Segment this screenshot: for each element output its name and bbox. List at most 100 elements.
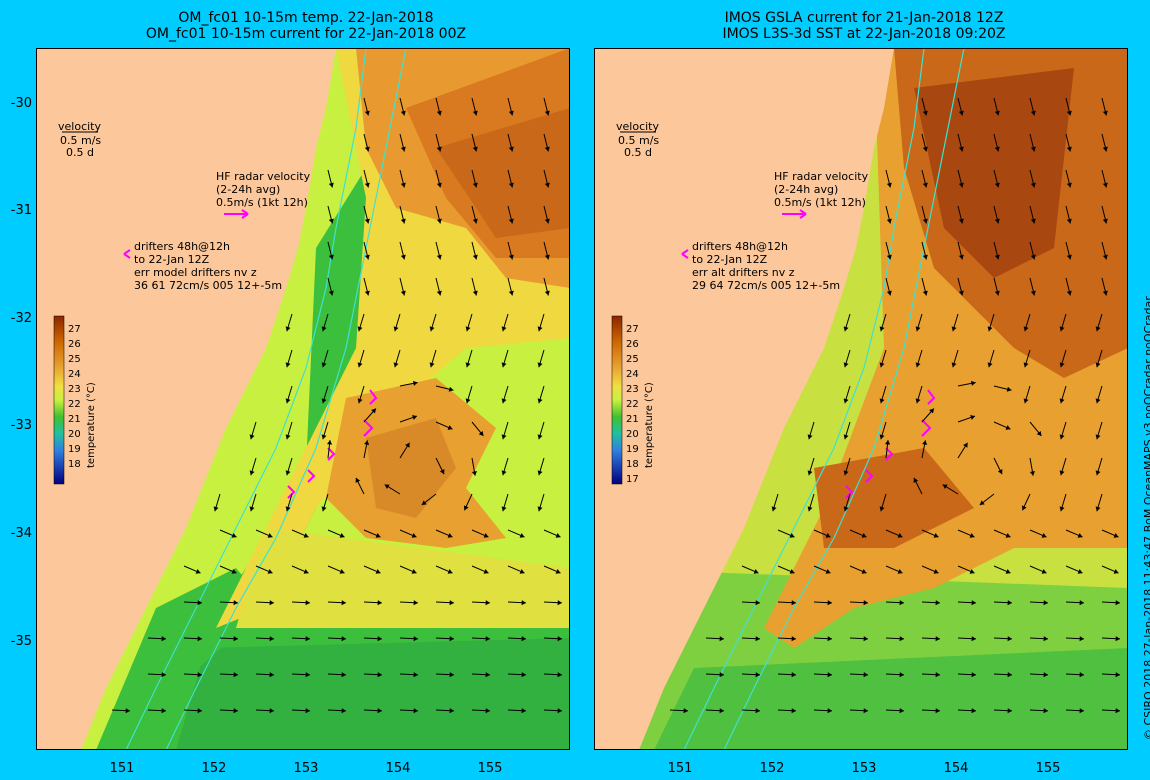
drifter-track [845, 485, 854, 499]
current-vector-head [357, 326, 363, 332]
current-vector-head [1102, 182, 1108, 188]
current-vector-head [827, 600, 832, 606]
isobath-2000m [165, 48, 407, 750]
current-vector-head [827, 636, 832, 642]
current-vector-head [971, 600, 976, 606]
current-vector-head [161, 636, 166, 642]
current-vector-head [879, 326, 885, 332]
current-vector-head [557, 672, 562, 678]
current-vector-head [987, 326, 993, 332]
current-vector-head [791, 708, 796, 714]
current-vector-head [1066, 290, 1072, 296]
current-vector-head [269, 672, 274, 678]
hf-radar-scale: 0.5m/s (1kt 12h) [774, 196, 866, 209]
current-vector-head [508, 110, 514, 116]
current-vector-head [341, 672, 346, 678]
drifter-line2: to 22-Jan 12Z [692, 253, 768, 266]
current-vector-head [377, 708, 382, 714]
current-vector-head [233, 708, 238, 714]
current-vector-head [719, 708, 724, 714]
current-vector-head [1030, 290, 1036, 296]
map-frame [594, 48, 1128, 750]
current-vector-head [285, 362, 291, 368]
current-vector-head [421, 500, 427, 505]
drifter-line4: 29 64 72cm/s 005 12+-5m [692, 279, 840, 292]
current-vector-head [501, 362, 507, 368]
isobath-200m [125, 48, 367, 750]
current-vector-head [472, 254, 478, 260]
current-vector-head [519, 569, 525, 574]
current-vector-head [1113, 533, 1119, 538]
current-vector-head [935, 636, 940, 642]
current-vector-head [364, 218, 370, 224]
hf-radar-label: HF radar velocity [216, 170, 311, 183]
current-vector-head [449, 636, 454, 642]
current-vector-head [879, 362, 885, 368]
current-vector-head [789, 533, 795, 538]
colorbar-tick-25: 25 [68, 354, 81, 365]
drifter-line3: err model drifters nv z [134, 266, 257, 279]
current-vector-head [555, 569, 561, 574]
current-vector-head [508, 218, 514, 224]
current-vector-head [807, 506, 813, 512]
lon-tick-left-152: 152 [201, 761, 227, 776]
current-vector-head [1023, 398, 1029, 404]
drifter-tracks [845, 389, 936, 499]
drifter-track [369, 389, 378, 405]
current-vector-head [161, 708, 166, 714]
current-vector-head [994, 290, 1000, 296]
current-vector-head [1066, 110, 1072, 116]
lon-tick-left-154: 154 [385, 761, 411, 776]
current-vector-head [465, 362, 471, 368]
current-vector-head [400, 110, 406, 116]
current-vector-head [501, 326, 507, 332]
current-vector-head [161, 672, 166, 678]
current-vector-head [1023, 362, 1029, 368]
current-vector-head [791, 600, 796, 606]
current-vector-head [436, 218, 442, 224]
current-vector-head [807, 434, 813, 440]
current-vector-head [471, 471, 477, 476]
current-vector-head [364, 290, 370, 296]
colorbar-tick-22: 22 [68, 399, 81, 410]
current-vector-head [321, 506, 327, 512]
colorbar [611, 315, 623, 485]
current-vector-head [449, 672, 454, 678]
current-vector-head [719, 636, 724, 642]
current-vector-head [485, 708, 490, 714]
current-vector-head [375, 533, 381, 538]
left-title-line1: OM_fc01 10-15m temp. 22-Jan-2018 [178, 10, 434, 26]
current-vector-head [1006, 386, 1012, 392]
current-vector-head [863, 600, 868, 606]
current-vector-head [1030, 218, 1036, 224]
current-vector-head [269, 636, 274, 642]
current-vector-head [537, 434, 543, 440]
current-vector-head [789, 569, 795, 574]
drifter-line1: drifters 48h@12h [134, 240, 230, 253]
current-vector-head [1095, 434, 1101, 440]
current-vector-head [400, 182, 406, 188]
current-vector-head [958, 290, 964, 296]
current-vector-head [1102, 290, 1108, 296]
current-vector-head [521, 708, 526, 714]
current-vector-head [521, 600, 526, 606]
current-vector-head [341, 600, 346, 606]
current-vector-head [915, 398, 921, 404]
current-vector-head [1066, 182, 1072, 188]
current-vector-head [305, 636, 310, 642]
current-vector-head [448, 386, 454, 392]
current-vector-head [485, 600, 490, 606]
current-vector-head [1095, 398, 1101, 404]
current-vector-head [942, 484, 948, 490]
current-vector-head [958, 110, 964, 116]
current-vector-head [400, 290, 406, 296]
current-vector-head [1102, 254, 1108, 260]
velocity-scale-text: 0.5 m/s [60, 134, 101, 147]
current-vector-head [341, 636, 346, 642]
current-vector-head [321, 398, 327, 404]
current-vector-head [935, 708, 940, 714]
current-vector-head [1021, 505, 1027, 511]
current-vector-head [1007, 636, 1012, 642]
current-vector-head [508, 290, 514, 296]
current-vector-head [1115, 600, 1120, 606]
